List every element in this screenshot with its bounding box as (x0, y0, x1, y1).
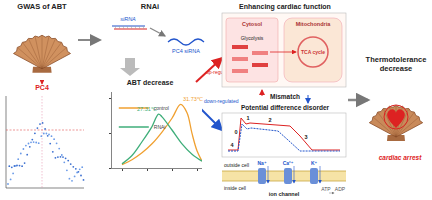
svg-text:3: 3 (304, 134, 307, 140)
svg-text:27.31℃: 27.31℃ (137, 106, 157, 112)
svg-text:Thermotolerance: Thermotolerance (366, 55, 427, 64)
svg-text:PC4 siRNA: PC4 siRNA (172, 48, 200, 54)
svg-text:Mitochondria: Mitochondria (296, 21, 331, 27)
svg-text:K⁺: K⁺ (311, 160, 318, 166)
svg-text:down-regulated: down-regulated (204, 98, 239, 104)
svg-text:RNAi: RNAi (154, 124, 166, 130)
svg-text:inside cell: inside cell (224, 185, 246, 191)
svg-text:ADP: ADP (335, 186, 346, 192)
svg-text:outside cell: outside cell (224, 162, 249, 168)
svg-text:4: 4 (230, 142, 234, 148)
svg-text:ABT decrease: ABT decrease (127, 79, 174, 86)
svg-text:0: 0 (234, 129, 237, 135)
svg-text:RNAi: RNAi (141, 2, 159, 11)
svg-text:decrease: decrease (380, 64, 413, 73)
svg-text:2: 2 (268, 117, 271, 123)
svg-text:ATP: ATP (321, 186, 331, 192)
svg-text:PC4: PC4 (35, 84, 49, 91)
svg-text:TCA cycle: TCA cycle (301, 49, 325, 55)
svg-text:Potential difference disorder: Potential difference disorder (241, 104, 330, 111)
svg-text:ion channel: ion channel (269, 191, 300, 197)
svg-text:up-regulated: up-regulated (206, 69, 235, 75)
svg-text:31.73℃: 31.73℃ (183, 96, 203, 102)
svg-text:control: control (154, 105, 169, 111)
svg-text:Mismatch: Mismatch (270, 93, 300, 100)
svg-text:Na⁺: Na⁺ (257, 160, 266, 166)
svg-text:Cytosol: Cytosol (242, 21, 263, 27)
svg-text:Glycolysis: Glycolysis (241, 35, 264, 41)
svg-text:Ca²⁺: Ca²⁺ (283, 160, 294, 166)
svg-text:1: 1 (246, 115, 249, 121)
svg-text:cardiac arrest: cardiac arrest (379, 154, 422, 161)
svg-text:GWAS of ABT: GWAS of ABT (17, 2, 67, 11)
svg-text:Enhancing cardiac function: Enhancing cardiac function (239, 3, 331, 11)
svg-text:siRNA: siRNA (120, 16, 136, 22)
